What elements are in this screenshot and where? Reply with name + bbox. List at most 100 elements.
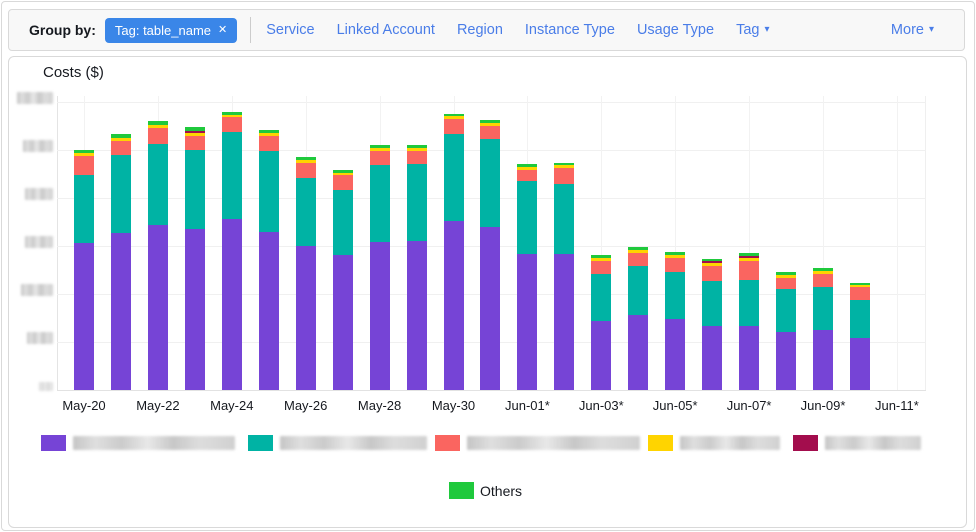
- bar-May-22[interactable]: [148, 121, 168, 390]
- bar-May-20[interactable]: [74, 150, 94, 390]
- bar-segment-blurred-label-2[interactable]: [554, 184, 574, 254]
- bar-Jun-10*[interactable]: [850, 283, 870, 390]
- bar-segment-blurred-label-2[interactable]: [444, 134, 464, 221]
- legend-swatch-4[interactable]: [648, 435, 673, 451]
- bar-segment-blurred-label-1[interactable]: [776, 332, 796, 390]
- bar-segment-blurred-label-2[interactable]: [148, 144, 168, 225]
- bar-segment-blurred-label-2[interactable]: [665, 272, 685, 319]
- bar-segment-blurred-label-3[interactable]: [370, 151, 390, 166]
- bar-Jun-05*[interactable]: [665, 252, 685, 390]
- bar-segment-blurred-label-2[interactable]: [259, 151, 279, 232]
- bar-segment-blurred-label-3[interactable]: [554, 168, 574, 184]
- bar-segment-blurred-label-3[interactable]: [259, 136, 279, 151]
- bar-May-31[interactable]: [480, 120, 500, 390]
- bar-segment-blurred-label-1[interactable]: [591, 321, 611, 390]
- bar-segment-blurred-label-2[interactable]: [370, 165, 390, 242]
- groupby-link-service[interactable]: Service: [266, 22, 314, 38]
- bar-segment-blurred-label-1[interactable]: [185, 229, 205, 390]
- bar-segment-blurred-label-1[interactable]: [813, 330, 833, 390]
- bar-segment-blurred-label-3[interactable]: [517, 170, 537, 181]
- bar-segment-blurred-label-1[interactable]: [480, 227, 500, 390]
- bar-Jun-06*[interactable]: [702, 259, 722, 390]
- bar-segment-blurred-label-3[interactable]: [850, 287, 870, 300]
- groupby-link-tag[interactable]: Tag▾: [736, 22, 769, 38]
- bar-segment-blurred-label-3[interactable]: [702, 266, 722, 281]
- bar-segment-blurred-label-3[interactable]: [776, 278, 796, 289]
- bar-segment-blurred-label-3[interactable]: [407, 151, 427, 165]
- bar-segment-blurred-label-3[interactable]: [813, 274, 833, 287]
- bar-segment-blurred-label-2[interactable]: [407, 164, 427, 241]
- bar-segment-blurred-label-1[interactable]: [370, 242, 390, 390]
- bar-Jun-02*[interactable]: [554, 163, 574, 390]
- bar-segment-blurred-label-1[interactable]: [444, 221, 464, 390]
- bar-Jun-09*[interactable]: [813, 268, 833, 390]
- bar-segment-blurred-label-3[interactable]: [444, 119, 464, 134]
- bar-segment-blurred-label-1[interactable]: [407, 241, 427, 390]
- groupby-link-more[interactable]: More▾: [891, 22, 934, 38]
- bar-segment-blurred-label-3[interactable]: [74, 156, 94, 175]
- bar-segment-blurred-label-2[interactable]: [296, 178, 316, 246]
- legend-swatch-5[interactable]: [793, 435, 818, 451]
- bar-segment-blurred-label-2[interactable]: [628, 266, 648, 315]
- groupby-link-usage-type[interactable]: Usage Type: [637, 22, 714, 38]
- bar-segment-blurred-label-3[interactable]: [222, 117, 242, 132]
- legend-swatch-2[interactable]: [248, 435, 273, 451]
- bar-May-26[interactable]: [296, 157, 316, 390]
- bar-segment-blurred-label-3[interactable]: [333, 175, 353, 190]
- bar-segment-blurred-label-1[interactable]: [111, 233, 131, 390]
- bar-segment-blurred-label-3[interactable]: [296, 163, 316, 178]
- bar-May-29[interactable]: [407, 145, 427, 390]
- legend-swatch-1[interactable]: [41, 435, 66, 451]
- legend-swatch-others[interactable]: [449, 482, 474, 499]
- bar-segment-blurred-label-1[interactable]: [259, 232, 279, 390]
- bar-segment-blurred-label-2[interactable]: [74, 175, 94, 243]
- bar-segment-blurred-label-1[interactable]: [517, 254, 537, 390]
- groupby-link-region[interactable]: Region: [457, 22, 503, 38]
- bar-segment-blurred-label-2[interactable]: [591, 274, 611, 321]
- bar-segment-blurred-label-2[interactable]: [333, 190, 353, 255]
- bar-Jun-04*[interactable]: [628, 247, 648, 390]
- bar-May-23[interactable]: [185, 127, 205, 390]
- bar-segment-blurred-label-3[interactable]: [739, 261, 759, 280]
- bar-segment-blurred-label-1[interactable]: [333, 255, 353, 390]
- bar-segment-blurred-label-2[interactable]: [111, 155, 131, 233]
- bar-segment-blurred-label-3[interactable]: [185, 136, 205, 150]
- bar-segment-blurred-label-1[interactable]: [850, 338, 870, 390]
- bar-segment-blurred-label-1[interactable]: [665, 319, 685, 390]
- bar-segment-blurred-label-1[interactable]: [702, 326, 722, 390]
- bar-segment-blurred-label-2[interactable]: [702, 281, 722, 326]
- bar-segment-blurred-label-2[interactable]: [850, 300, 870, 338]
- bar-segment-blurred-label-1[interactable]: [74, 243, 94, 390]
- bar-segment-blurred-label-3[interactable]: [591, 261, 611, 274]
- bar-May-30[interactable]: [444, 114, 464, 390]
- bar-segment-blurred-label-3[interactable]: [665, 258, 685, 272]
- bar-segment-blurred-label-2[interactable]: [739, 280, 759, 326]
- bar-May-25[interactable]: [259, 130, 279, 390]
- bar-Jun-07*[interactable]: [739, 253, 759, 390]
- groupby-link-instance-type[interactable]: Instance Type: [525, 22, 615, 38]
- bar-Jun-03*[interactable]: [591, 255, 611, 390]
- bar-segment-blurred-label-1[interactable]: [148, 225, 168, 390]
- groupby-chip-tag-table-name[interactable]: Tag: table_name ✕: [105, 18, 237, 43]
- bar-Jun-01*[interactable]: [517, 164, 537, 390]
- bar-segment-blurred-label-2[interactable]: [813, 287, 833, 330]
- bar-segment-blurred-label-2[interactable]: [480, 139, 500, 227]
- bar-May-21[interactable]: [111, 134, 131, 390]
- groupby-link-linked-account[interactable]: Linked Account: [337, 22, 435, 38]
- bar-segment-blurred-label-2[interactable]: [776, 289, 796, 332]
- close-icon[interactable]: ✕: [218, 25, 227, 36]
- bar-segment-blurred-label-2[interactable]: [185, 150, 205, 229]
- bar-segment-blurred-label-2[interactable]: [517, 181, 537, 254]
- bar-segment-blurred-label-3[interactable]: [480, 126, 500, 139]
- bar-segment-blurred-label-1[interactable]: [554, 254, 574, 390]
- bar-segment-blurred-label-3[interactable]: [148, 128, 168, 144]
- bar-segment-blurred-label-1[interactable]: [296, 246, 316, 390]
- bar-segment-blurred-label-3[interactable]: [628, 253, 648, 266]
- bar-segment-blurred-label-1[interactable]: [222, 219, 242, 390]
- bar-segment-blurred-label-3[interactable]: [111, 141, 131, 155]
- bar-May-27[interactable]: [333, 170, 353, 390]
- legend-swatch-3[interactable]: [435, 435, 460, 451]
- bar-segment-blurred-label-1[interactable]: [628, 315, 648, 390]
- bar-May-28[interactable]: [370, 145, 390, 390]
- bar-segment-blurred-label-1[interactable]: [739, 326, 759, 390]
